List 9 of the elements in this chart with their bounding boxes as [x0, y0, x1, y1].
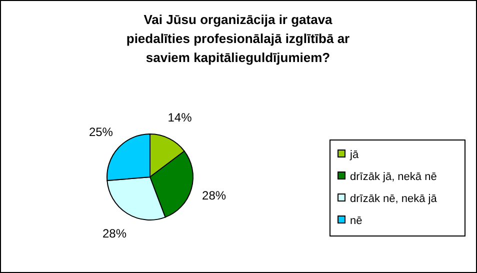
data-label: 28%: [202, 188, 226, 203]
legend-label: drīzāk nē, nekā jā: [350, 193, 438, 205]
legend-label: drīzāk jā, nekā nē: [350, 171, 437, 183]
chart-title: Vai Jūsu organizācija ir gatava piedalīties profesionālajā izglītībā ar saviem kapitālieguldījumiem?: [126, 12, 350, 65]
legend-label: nē: [350, 215, 362, 227]
legend-label: jā: [349, 149, 360, 161]
data-label: 25%: [88, 125, 114, 140]
data-label: 28%: [102, 226, 127, 241]
data-label: 14%: [168, 110, 192, 125]
